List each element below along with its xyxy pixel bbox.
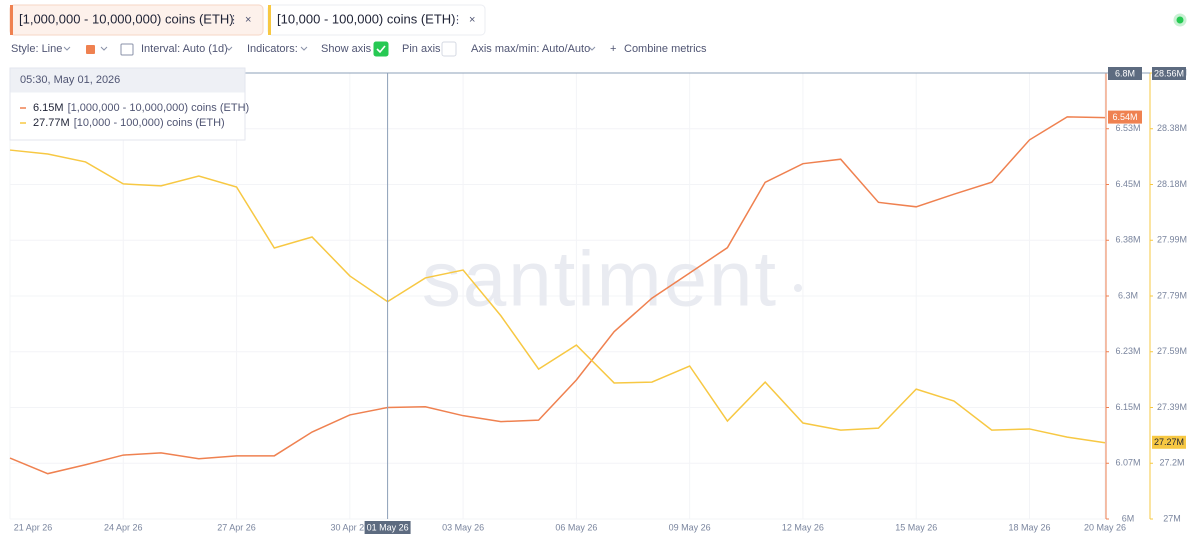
status-dot <box>1173 13 1187 27</box>
x-tick-label: 21 Apr 26 <box>14 522 53 532</box>
last-value-label: 27.27M <box>1154 437 1184 447</box>
x-tick-label: 27 Apr 26 <box>217 522 256 532</box>
y-tick-label: 6.53M <box>1115 123 1140 133</box>
tab-2-marker <box>268 5 271 35</box>
x-tick-label: 12 May 26 <box>782 522 824 532</box>
color-button[interactable] <box>86 45 95 54</box>
watermark-dot <box>794 284 802 292</box>
tab-1-marker <box>10 5 13 35</box>
check-icon <box>376 45 386 54</box>
chart: santiment 6M 6.07M 6.15M 6.23M 6.3M 6.38M 6.45M… <box>9 67 1187 534</box>
tooltip-value: 6.15M <box>33 102 64 114</box>
plus-icon: + <box>610 43 616 55</box>
crosshair-y-box <box>1108 67 1142 80</box>
tooltip: 05:30, May 01, 2026 6.15M [1,000,000 - 10… <box>9 67 250 141</box>
crosshair-y-box <box>1152 67 1186 80</box>
y-tick-label: 28.18M <box>1157 179 1187 189</box>
show-axis-label[interactable]: Show axis <box>321 43 372 55</box>
y-tick-label: 6.07M <box>1115 458 1140 468</box>
x-tick-label: 09 May 26 <box>669 522 711 532</box>
axis-minmax-button[interactable]: Axis max/min: Auto/Auto <box>471 43 590 55</box>
style-button[interactable]: Style: Line <box>11 43 62 55</box>
chevron <box>588 46 596 51</box>
interval-button[interactable]: Interval: Auto (1d) <box>141 43 228 55</box>
tooltip-header <box>10 68 245 93</box>
last-value-box <box>1108 110 1142 124</box>
tabs: [1,000,000 - 10,000,000) coins (ETH) ⋮ ×… <box>9 4 1187 36</box>
x-tick-label: 18 May 26 <box>1008 522 1050 532</box>
last-value-label: 6.54M <box>1112 112 1137 122</box>
combine-button[interactable]: Combine metrics <box>624 43 707 55</box>
pin-axis-label[interactable]: Pin axis <box>402 43 441 55</box>
y-tick-label: 6.38M <box>1115 235 1140 245</box>
checkbox[interactable] <box>373 41 389 57</box>
last-value-box <box>1152 435 1186 449</box>
y-tick-label: 6.3M <box>1118 290 1138 300</box>
y-tick-label: 6M <box>1122 513 1135 523</box>
crosshair-x-label: 01 May 26 <box>367 522 409 532</box>
y-tick-label: 6.45M <box>1115 179 1140 189</box>
y-tick-label: 27.2M <box>1159 458 1184 468</box>
tab-1-label[interactable]: [1,000,000 - 10,000,000) coins (ETH) <box>19 11 234 26</box>
y-tick-label: 27.79M <box>1157 290 1187 300</box>
crosshair-y-label: 6.8M <box>1115 68 1135 78</box>
y-tick-label: 27.39M <box>1157 402 1187 412</box>
indicators-button[interactable]: Indicators: <box>247 43 298 55</box>
chevron <box>100 46 108 51</box>
chevron <box>225 46 233 51</box>
y-tick-label: 28.38M <box>1157 123 1187 133</box>
y-tick-label: 6.23M <box>1115 346 1140 356</box>
tab-menu[interactable]: ⋮ <box>452 14 463 26</box>
series-line <box>9 149 1106 444</box>
x-tick-label: 24 Apr 26 <box>104 522 143 532</box>
crosshair-y-label: 28.56M <box>1154 68 1184 78</box>
tab-close[interactable]: × <box>469 14 475 26</box>
tab-2-label[interactable]: [10,000 - 100,000) coins (ETH) <box>277 11 455 26</box>
x-tick-label: 20 May 26 <box>1084 522 1126 532</box>
tooltip-date: 05:30, May 01, 2026 <box>20 74 120 86</box>
y-tick-label: 27M <box>1163 513 1181 523</box>
calendar-icon <box>120 43 134 56</box>
tooltip-name: [1,000,000 - 10,000,000) coins (ETH) <box>68 102 250 114</box>
crosshair-x-box <box>364 521 411 534</box>
watermark: santiment <box>422 235 778 323</box>
y-tick-label: 27.59M <box>1157 346 1187 356</box>
x-tick-label: 06 May 26 <box>555 522 597 532</box>
tooltip-value: 27.77M <box>33 117 70 129</box>
y-tick-label: 27.99M <box>1157 235 1187 245</box>
x-tick-label: 03 May 26 <box>442 522 484 532</box>
chevron <box>300 46 308 51</box>
tab-menu[interactable]: ⋮ <box>228 14 239 26</box>
toolbar: Style: Line Interval: Auto (1d) Indicato… <box>11 43 707 56</box>
series-line <box>9 116 1106 475</box>
chevron <box>63 46 71 51</box>
x-tick-label: 15 May 26 <box>895 522 937 532</box>
checkbox[interactable] <box>441 41 457 57</box>
x-tick-label: 30 Apr 26 <box>331 522 370 532</box>
tab-close[interactable]: × <box>245 14 251 26</box>
tooltip-name: [10,000 - 100,000) coins (ETH) <box>74 117 225 129</box>
y-tick-label: 6.15M <box>1115 402 1140 412</box>
